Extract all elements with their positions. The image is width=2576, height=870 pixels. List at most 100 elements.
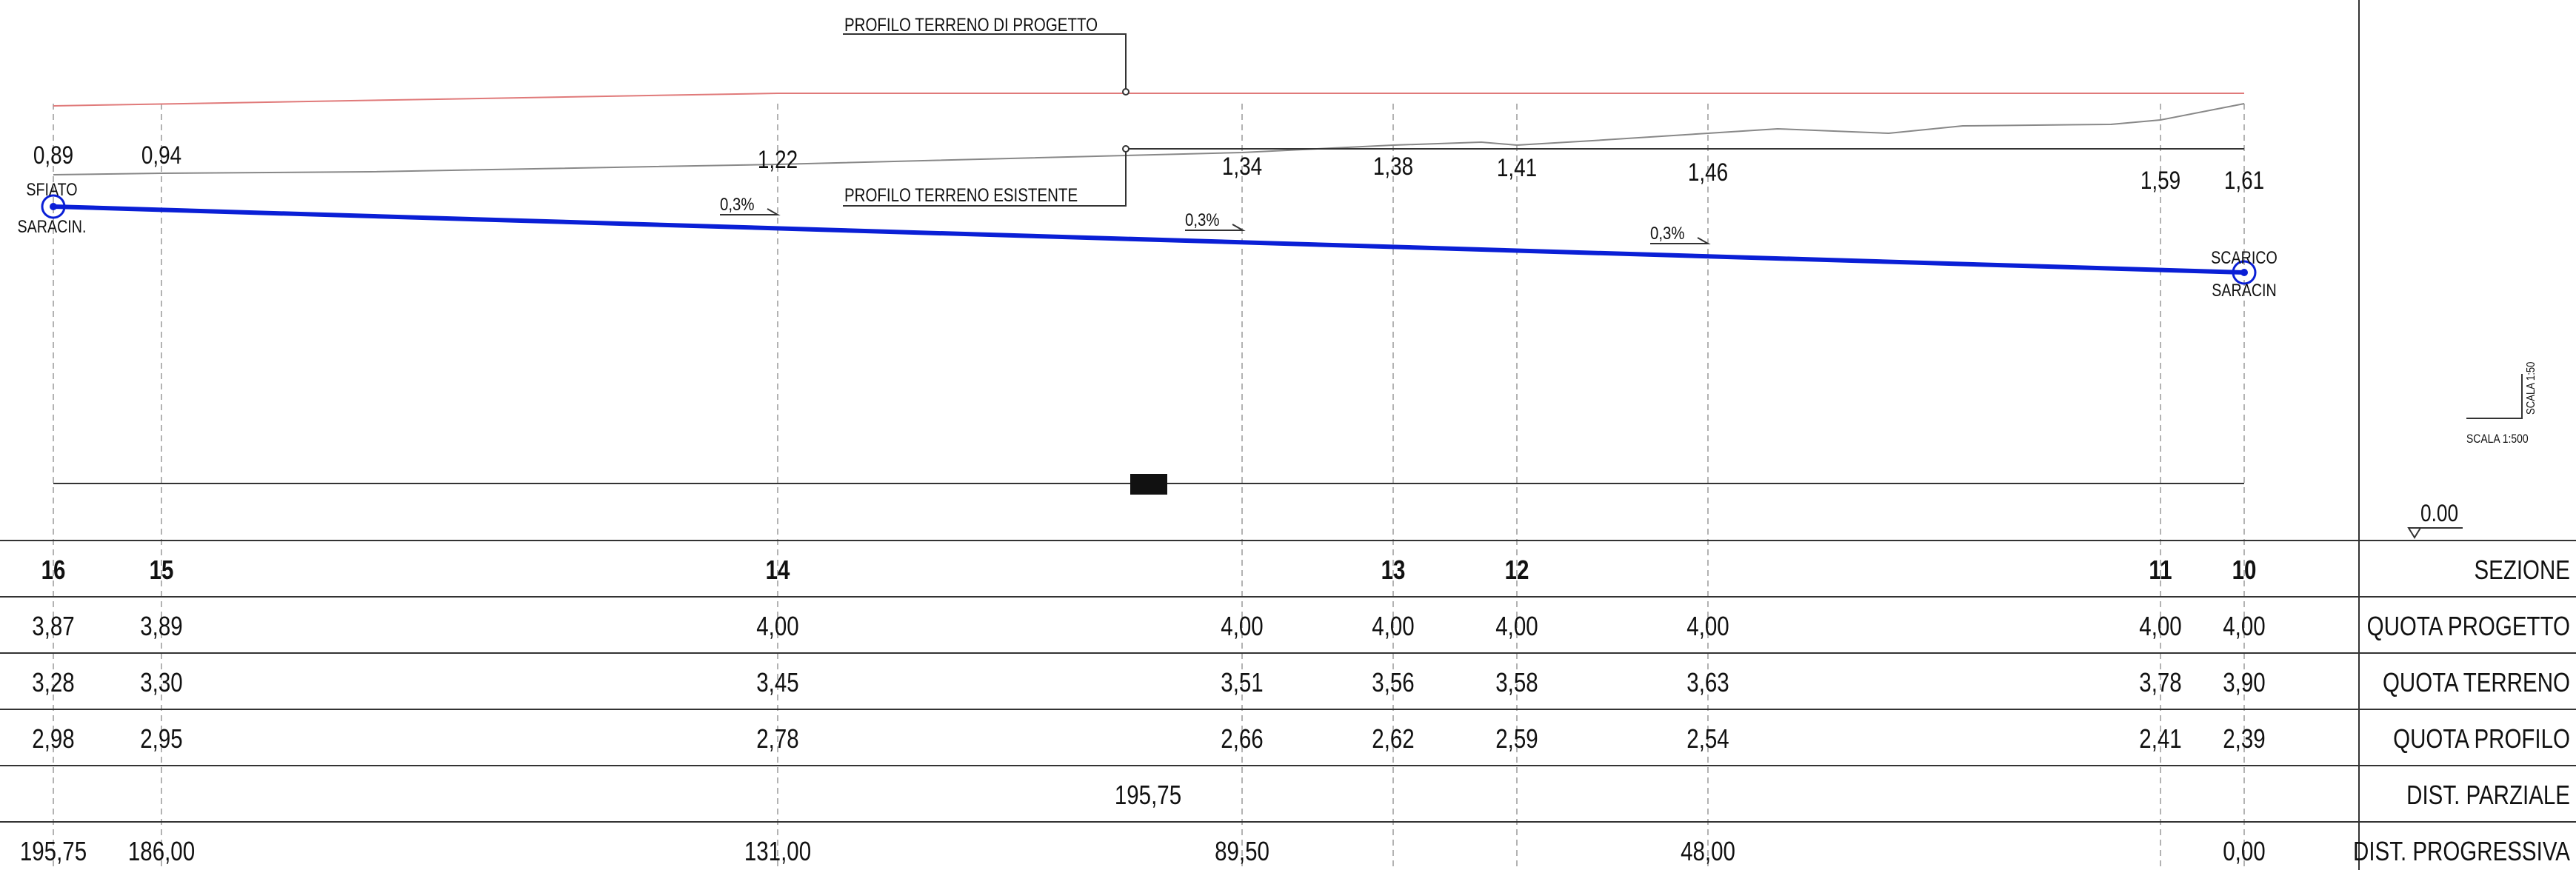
depth-4: 1,38 (1373, 152, 1413, 180)
row-headers: SEZIONE QUOTA PROGETTO QUOTA TERRENO QUO… (2353, 555, 2570, 866)
slope-label-1: 0,3% (720, 194, 754, 214)
dist-parziale-cell: 195,75 (1115, 780, 1181, 809)
pipe-start-node (41, 194, 66, 219)
slope-markers: 0,3% 0,3% 0,3% (720, 194, 1711, 244)
row-label-dist-parziale: DIST. PARZIALE (2406, 780, 2570, 809)
row-label-quota-progetto: QUOTA PROGETTO (2367, 611, 2570, 640)
quota-profilo-cell: 2,66 (1221, 723, 1263, 753)
quota-profilo-cell: 2,62 (1372, 723, 1414, 753)
scale-horizontal: SCALA 1:500 (2466, 432, 2529, 446)
row-label-quota-terreno: QUOTA TERRENO (2383, 667, 2570, 697)
row-quota-terreno: 3,28 3,30 3,45 3,51 3,56 3,58 3,63 3,78 … (32, 667, 2265, 697)
quota-progetto-cell: 4,00 (1686, 611, 1729, 640)
slope-label-2: 0,3% (1185, 210, 1219, 230)
pipe-start-dot (50, 203, 57, 210)
quota-terreno-cell: 3,90 (2223, 667, 2265, 697)
leader-esistente-dot (1122, 145, 1129, 153)
sezione-16: 16 (41, 555, 66, 584)
existing-profile-line (53, 103, 2245, 175)
design-profile-line (53, 93, 2244, 107)
quota-progetto-cell: 4,00 (2223, 611, 2265, 640)
pipe-end-dot (2240, 269, 2248, 276)
pipe-line (53, 204, 2245, 275)
quota-progetto-cell: 3,89 (140, 611, 182, 640)
sezione-13: 13 (1381, 555, 1406, 584)
sezione-10: 10 (2232, 555, 2257, 584)
table-grid (0, 540, 2576, 823)
row-label-sezione: SEZIONE (2474, 555, 2570, 584)
quota-terreno-cell: 3,30 (140, 667, 182, 697)
quota-profilo-cell: 2,95 (140, 723, 182, 753)
depth-6: 1,46 (1688, 158, 1728, 186)
quota-terreno-cell: 3,51 (1221, 667, 1263, 697)
row-dist-progressiva: 195,75 186,00 131,00 89,50 48,00 0,00 (20, 836, 2266, 866)
quota-progetto-cell: 4,00 (1372, 611, 1414, 640)
dist-progressiva-cell: 195,75 (20, 836, 87, 866)
dist-progressiva-cell: 48,00 (1681, 836, 1735, 866)
quota-terreno-cell: 3,56 (1372, 667, 1414, 697)
quota-profilo-cell: 2,54 (1686, 723, 1729, 753)
quota-terreno-cell: 3,63 (1686, 667, 1729, 697)
pipe-end-node (2232, 260, 2257, 285)
sezione-12: 12 (1505, 555, 1529, 584)
scale-vertical: SCALA 1:50 (2525, 362, 2537, 415)
quota-profilo-cell: 2,39 (2223, 723, 2265, 753)
dist-progressiva-cell: 89,50 (1215, 836, 1269, 866)
sezione-11: 11 (2149, 555, 2172, 584)
slope-label-3: 0,3% (1650, 223, 1684, 243)
slope-arrow-2 (1185, 224, 1246, 231)
datum-triangle-icon (2407, 527, 2422, 539)
node-labels: SFIATO SARACIN. SCARICO SARACIN (18, 179, 2278, 300)
leader-progetto-dot (1122, 88, 1129, 96)
label-scarico: SCARICO (2211, 247, 2278, 267)
label-saracin-right: SARACIN (2212, 280, 2276, 300)
depth-5: 1,41 (1497, 153, 1537, 181)
depth-8: 1,61 (2224, 166, 2264, 194)
quota-terreno-cell: 3,28 (32, 667, 74, 697)
row-label-dist-progressiva: DIST. PROGRESSIVA (2353, 836, 2570, 866)
row-dist-parziale: 195,75 (1115, 780, 1181, 809)
label-sfiato: SFIATO (26, 179, 77, 199)
label-saracin-left: SARACIN. (18, 216, 87, 236)
datum-value: 0.00 (2420, 501, 2458, 527)
datum-marker: 0.00 (2407, 501, 2463, 539)
scale-bracket (2466, 374, 2523, 419)
depth-labels: 0,89 0,94 1,22 1,34 1,38 1,41 1,46 1,59 … (33, 141, 2264, 194)
depth-0: 0,89 (33, 141, 73, 169)
slope-arrow-1 (720, 208, 781, 215)
sezione-15: 15 (150, 555, 174, 584)
quota-terreno-cell: 3,45 (756, 667, 798, 697)
quota-profilo-cell: 2,98 (32, 723, 74, 753)
row-quota-progetto: 3,87 3,89 4,00 4,00 4,00 4,00 4,00 4,00 … (32, 611, 2265, 640)
depth-2: 1,22 (758, 145, 798, 173)
leader-esistente (843, 149, 1127, 207)
dist-progressiva-cell: 186,00 (128, 836, 195, 866)
leader-progetto (843, 33, 1127, 92)
quota-terreno-cell: 3,78 (2139, 667, 2181, 697)
label-profilo-progetto: PROFILO TERRENO DI PROGETTO (844, 14, 1098, 35)
row-sezione: 16 15 14 13 12 11 10 (41, 555, 2257, 584)
quota-progetto-cell: 4,00 (756, 611, 798, 640)
row-label-quota-profilo: QUOTA PROFILO (2393, 723, 2570, 753)
quota-progetto-cell: 4,00 (2139, 611, 2181, 640)
quota-profilo-cell: 2,41 (2139, 723, 2181, 753)
scale-indicator: SCALA 1:50 SCALA 1:500 (2466, 362, 2537, 446)
depth-1: 0,94 (141, 141, 181, 169)
quota-profilo-cell: 2,59 (1495, 723, 1538, 753)
dist-progressiva-cell: 131,00 (744, 836, 811, 866)
row-quota-profilo: 2,98 2,95 2,78 2,66 2,62 2,59 2,54 2,41 … (32, 723, 2265, 753)
station-guides (53, 104, 2245, 870)
quota-progetto-cell: 3,87 (32, 611, 74, 640)
sezione-14: 14 (766, 555, 790, 584)
slope-arrow-3 (1650, 237, 1711, 244)
profile-leaders (843, 33, 1127, 207)
quota-progetto-cell: 4,00 (1221, 611, 1263, 640)
depth-7: 1,59 (2140, 166, 2180, 194)
dist-progressiva-cell: 0,00 (2223, 836, 2265, 866)
quota-progetto-cell: 4,00 (1495, 611, 1538, 640)
reference-marker (1130, 474, 1167, 495)
quota-terreno-cell: 3,58 (1495, 667, 1538, 697)
quota-profilo-cell: 2,78 (756, 723, 798, 753)
depth-3: 1,34 (1222, 152, 1262, 180)
